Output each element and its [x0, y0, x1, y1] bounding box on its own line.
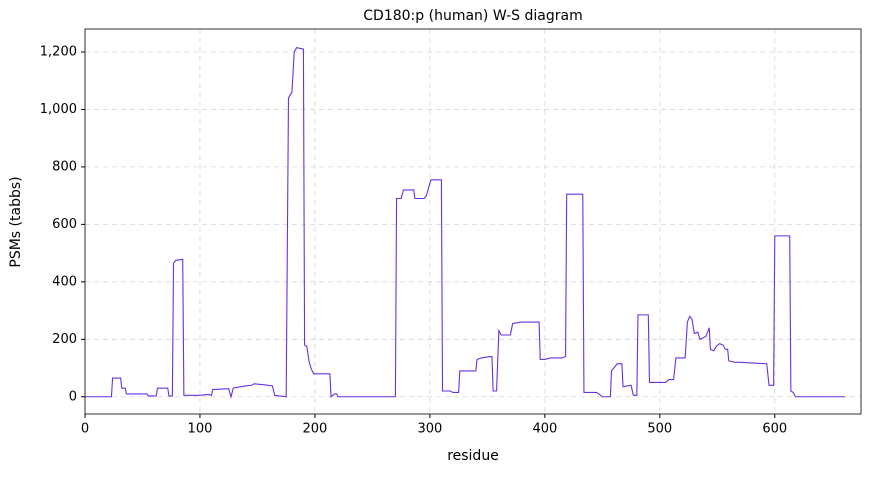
- x-axis-label: residue: [447, 448, 499, 464]
- data-line: [85, 47, 845, 399]
- y-tick-label: 1,200: [40, 44, 77, 59]
- y-tick-label: 200: [52, 332, 77, 347]
- y-axis-label: PSMs (tabbs): [8, 176, 24, 267]
- x-tick-label: 400: [532, 422, 557, 437]
- x-tick-label: 600: [762, 422, 787, 437]
- y-tick-label: 400: [52, 274, 77, 289]
- y-tick-label: 600: [52, 217, 77, 232]
- y-tick-label: 800: [52, 159, 77, 174]
- x-tick-label: 500: [647, 422, 672, 437]
- chart-title: CD180:p (human) W-S diagram: [363, 8, 582, 24]
- plot-frame: [84, 28, 862, 415]
- x-tick-label: 0: [81, 422, 89, 437]
- x-tick-label: 300: [417, 422, 442, 437]
- y-tick-label: 0: [69, 389, 77, 404]
- x-tick-label: 100: [188, 422, 213, 437]
- x-tick-label: 200: [303, 422, 328, 437]
- y-tick-label: 1,000: [40, 102, 77, 117]
